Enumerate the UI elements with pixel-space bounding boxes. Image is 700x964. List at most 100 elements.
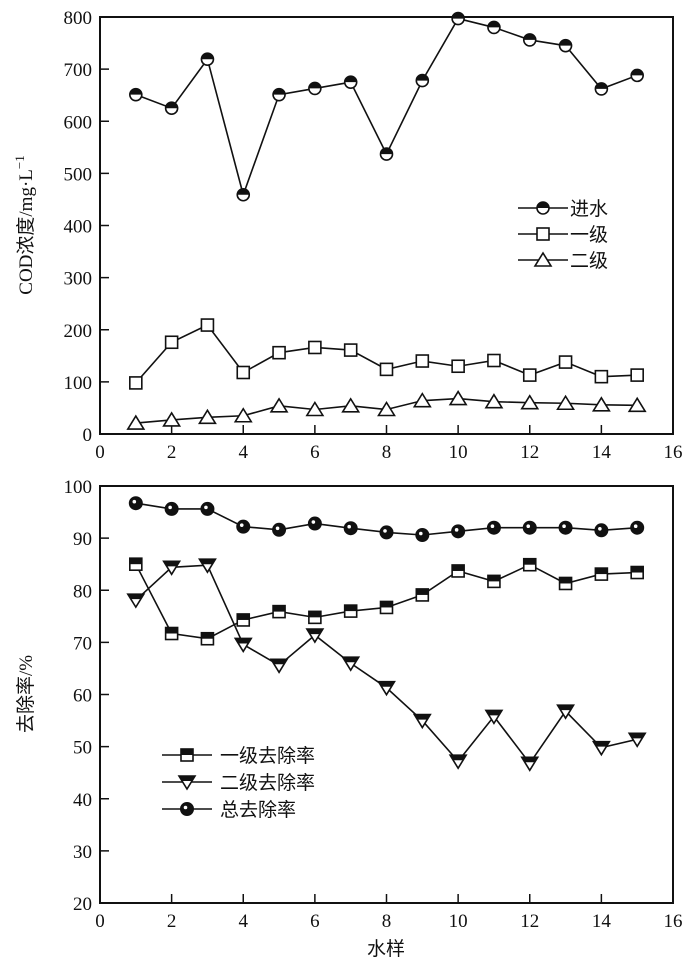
y-axis-title: COD浓度/mg·L−1 [12,155,37,294]
data-point [343,521,358,536]
data-point [236,613,251,627]
data-point [200,631,215,646]
data-point [415,354,430,368]
y-tick-label: 30 [73,842,92,863]
data-point [129,557,143,571]
data-point [162,411,182,427]
y-tick-label: 0 [83,425,93,446]
x-tick-label: 4 [239,911,249,932]
y-tick-label: 60 [73,686,92,707]
y-tick-label: 100 [64,373,93,394]
data-point [415,588,430,602]
x-tick-label: 14 [592,442,612,463]
legend-item: 一级去除率 [162,745,315,767]
data-point [520,756,540,772]
y-tick-label: 700 [64,60,93,81]
legend-marker [536,201,550,215]
x-tick-label: 4 [239,442,249,463]
legend-marker [180,748,194,762]
data-point [558,520,573,535]
data-point [486,520,501,535]
data-point [412,713,432,730]
y-tick-label: 200 [64,321,93,342]
data-point [308,81,322,96]
x-tick-label: 10 [449,442,468,463]
y-tick-label: 50 [73,738,92,759]
x-tick-label: 6 [310,911,320,932]
series-0 [129,11,644,202]
data-point [343,604,358,618]
y-tick-label: 90 [73,529,92,550]
data-point [630,68,644,83]
data-point [343,75,358,89]
data-point [484,709,504,725]
data-point [451,11,465,26]
legend-label: 总去除率 [220,799,296,821]
data-point [379,525,394,540]
series-0 [129,557,644,646]
series-line [135,564,638,765]
data-point [630,565,644,580]
data-point [200,501,215,516]
data-point [305,628,325,644]
data-point [484,393,504,409]
data-point [164,626,179,641]
data-point [272,345,286,360]
data-point [487,20,501,35]
data-point [379,362,394,377]
data-point [343,343,358,357]
y-tick-label: 20 [73,894,92,915]
data-point [522,33,537,47]
legend-item: 二级 [518,250,608,272]
data-point [487,353,501,368]
x-tick-label: 8 [382,911,392,932]
y-tick-label: 100 [64,477,93,498]
legend-item: 进水 [518,198,608,220]
data-point [126,593,146,609]
legend-item: 总去除率 [162,799,296,821]
data-point [594,523,609,538]
legend-marker [180,802,194,816]
data-point [341,397,361,413]
data-point [556,394,575,411]
data-point [556,704,575,720]
x-tick-label: 8 [382,442,392,463]
y-tick-label: 40 [73,790,92,811]
series-2 [126,390,647,430]
legend-marker [533,251,553,267]
data-point [520,394,540,410]
x-tick-label: 16 [664,911,683,932]
data-point [164,501,179,516]
data-point [412,392,432,408]
y-axis-title-main: COD浓度/mg·L [15,169,37,295]
data-point [522,557,537,572]
data-point [308,340,322,355]
y-tick-label: 800 [64,8,93,29]
series-1 [126,558,647,772]
data-point [272,522,287,537]
data-point [162,560,182,576]
data-point [377,400,396,417]
legend-label: 二级 [570,250,608,272]
data-point [448,754,468,770]
data-point [627,732,647,748]
x-axis: 0 2 4 6 8 10 12 14 16 [95,425,683,463]
y-tick-label: 80 [73,581,92,602]
series-layer [126,496,647,772]
data-point [594,369,609,384]
series-2 [128,496,645,542]
x-tick-label: 16 [664,442,683,463]
y-tick-label: 500 [64,164,93,185]
legend-label: 一级去除率 [220,745,315,767]
data-point [630,520,645,535]
data-point [126,414,146,430]
data-point [164,335,179,350]
data-point [236,365,251,380]
data-point [305,400,325,417]
data-point [379,147,394,161]
data-point [236,187,251,202]
x-axis-title: 水样 [367,938,405,960]
